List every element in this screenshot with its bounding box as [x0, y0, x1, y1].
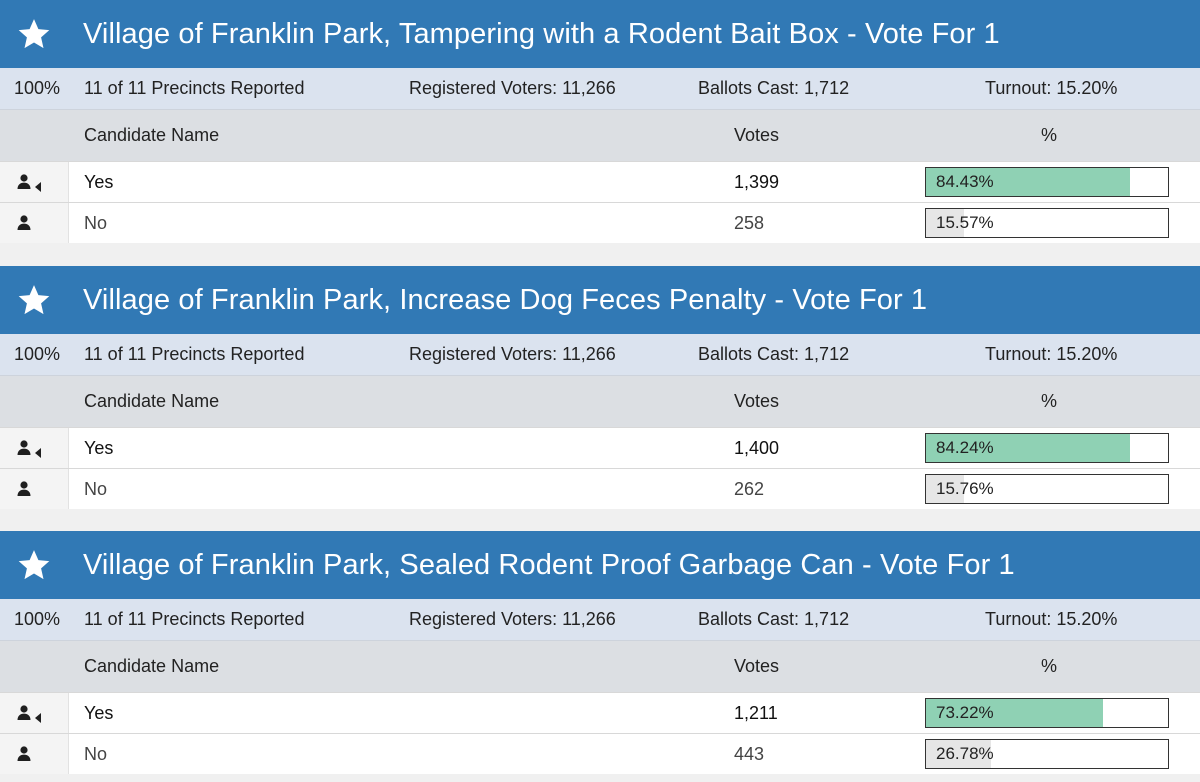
star-icon[interactable]	[17, 17, 51, 51]
percent-bar-fill	[926, 434, 1130, 462]
column-headers: Candidate Name Votes %	[0, 376, 1200, 427]
candidate-icon-cell	[0, 734, 69, 774]
results-rows: Yes 1,211 73.22% No 443 26.78%	[0, 692, 1200, 774]
caret-left-icon	[35, 442, 41, 463]
user-icon	[17, 704, 31, 725]
precincts-reported: 11 of 11 Precincts Reported	[84, 78, 305, 98]
candidate-votes: 1,399	[734, 172, 780, 192]
candidate-row: Yes 1,399 84.43%	[0, 161, 1200, 202]
candidate-name: No	[84, 744, 108, 764]
column-votes: Votes	[734, 656, 780, 676]
star-icon[interactable]	[17, 548, 51, 582]
user-icon	[17, 480, 31, 501]
contest-header: Village of Franklin Park, Tampering with…	[0, 0, 1200, 68]
percent-bar: 73.22%	[925, 698, 1169, 728]
contest-header: Village of Franklin Park, Increase Dog F…	[0, 266, 1200, 334]
candidate-icon-cell	[0, 469, 69, 509]
registered-voters: Registered Voters: 11,266	[409, 609, 616, 629]
percent-label: 73.22%	[936, 703, 994, 722]
ballots-cast: Ballots Cast: 1,712	[698, 78, 850, 98]
candidate-votes: 262	[734, 479, 765, 499]
user-icon	[17, 439, 31, 460]
registered-voters: Registered Voters: 11,266	[409, 344, 616, 364]
percent-bar-fill	[926, 740, 991, 768]
ballots-cast: Ballots Cast: 1,712	[698, 344, 850, 364]
column-candidate-name: Candidate Name	[84, 391, 220, 411]
percent-reporting: 100%	[14, 609, 61, 629]
candidate-name: No	[84, 479, 108, 499]
star-icon[interactable]	[17, 283, 51, 317]
candidate-icon-cell	[0, 693, 69, 733]
turnout: Turnout: 15.20%	[985, 609, 1118, 629]
contest: Village of Franklin Park, Sealed Rodent …	[0, 531, 1200, 774]
candidate-row: No 262 15.76%	[0, 468, 1200, 509]
column-headers: Candidate Name Votes %	[0, 110, 1200, 161]
candidate-name: Yes	[84, 703, 114, 723]
percent-bar: 84.24%	[925, 433, 1169, 463]
column-candidate-name: Candidate Name	[84, 125, 220, 145]
user-icon	[17, 214, 31, 235]
percent-bar-fill	[926, 168, 1131, 196]
candidate-row: Yes 1,400 84.24%	[0, 427, 1200, 468]
percent-reporting: 100%	[14, 78, 61, 98]
results-summary: 100% 11 of 11 Precincts Reported Registe…	[0, 599, 1200, 641]
candidate-icon-cell	[0, 162, 69, 202]
percent-bar-fill	[926, 209, 964, 237]
percent-label: 26.78%	[936, 744, 994, 763]
percent-bar-fill	[926, 475, 965, 503]
contest: Village of Franklin Park, Tampering with…	[0, 0, 1200, 243]
candidate-votes: 1,400	[734, 438, 780, 458]
candidate-row: No 443 26.78%	[0, 733, 1200, 774]
turnout: Turnout: 15.20%	[985, 344, 1118, 364]
column-percent: %	[1041, 656, 1058, 676]
candidate-row: Yes 1,211 73.22%	[0, 692, 1200, 733]
percent-bar: 84.43%	[925, 167, 1169, 197]
contest-title: Village of Franklin Park, Increase Dog F…	[83, 283, 928, 316]
percent-label: 15.76%	[936, 479, 994, 498]
results-rows: Yes 1,399 84.43% No 258 15.57%	[0, 161, 1200, 243]
percent-label: 15.57%	[936, 213, 994, 232]
turnout: Turnout: 15.20%	[985, 78, 1118, 98]
percent-label: 84.24%	[936, 438, 994, 457]
caret-left-icon	[35, 707, 41, 728]
candidate-name: Yes	[84, 438, 114, 458]
percent-bar: 15.76%	[925, 474, 1169, 504]
precincts-reported: 11 of 11 Precincts Reported	[84, 344, 305, 364]
precincts-reported: 11 of 11 Precincts Reported	[84, 609, 305, 629]
column-percent: %	[1041, 125, 1058, 145]
percent-bar: 15.57%	[925, 208, 1169, 238]
results-summary: 100% 11 of 11 Precincts Reported Registe…	[0, 334, 1200, 376]
column-votes: Votes	[734, 391, 780, 411]
candidate-row: No 258 15.57%	[0, 202, 1200, 243]
contest-header: Village of Franklin Park, Sealed Rodent …	[0, 531, 1200, 599]
user-icon	[17, 745, 31, 766]
registered-voters: Registered Voters: 11,266	[409, 78, 616, 98]
contest: Village of Franklin Park, Increase Dog F…	[0, 266, 1200, 509]
caret-left-icon	[35, 176, 41, 197]
contest-title: Village of Franklin Park, Tampering with…	[83, 17, 1000, 50]
results-rows: Yes 1,400 84.24% No 262 15.76%	[0, 427, 1200, 509]
column-votes: Votes	[734, 125, 780, 145]
column-percent: %	[1041, 391, 1058, 411]
results-summary: 100% 11 of 11 Precincts Reported Registe…	[0, 68, 1200, 110]
user-icon	[17, 173, 31, 194]
percent-label: 84.43%	[936, 172, 994, 191]
candidate-icon-cell	[0, 428, 69, 468]
contest-title: Village of Franklin Park, Sealed Rodent …	[83, 548, 1015, 581]
candidate-votes: 1,211	[734, 703, 778, 723]
candidate-name: No	[84, 213, 108, 233]
column-candidate-name: Candidate Name	[84, 656, 220, 676]
candidate-votes: 258	[734, 213, 765, 233]
candidate-icon-cell	[0, 203, 69, 243]
column-headers: Candidate Name Votes %	[0, 641, 1200, 692]
candidate-name: Yes	[84, 172, 114, 192]
candidate-votes: 443	[734, 744, 765, 764]
ballots-cast: Ballots Cast: 1,712	[698, 609, 850, 629]
percent-bar: 26.78%	[925, 739, 1169, 769]
percent-reporting: 100%	[14, 344, 61, 364]
percent-bar-fill	[926, 699, 1104, 727]
